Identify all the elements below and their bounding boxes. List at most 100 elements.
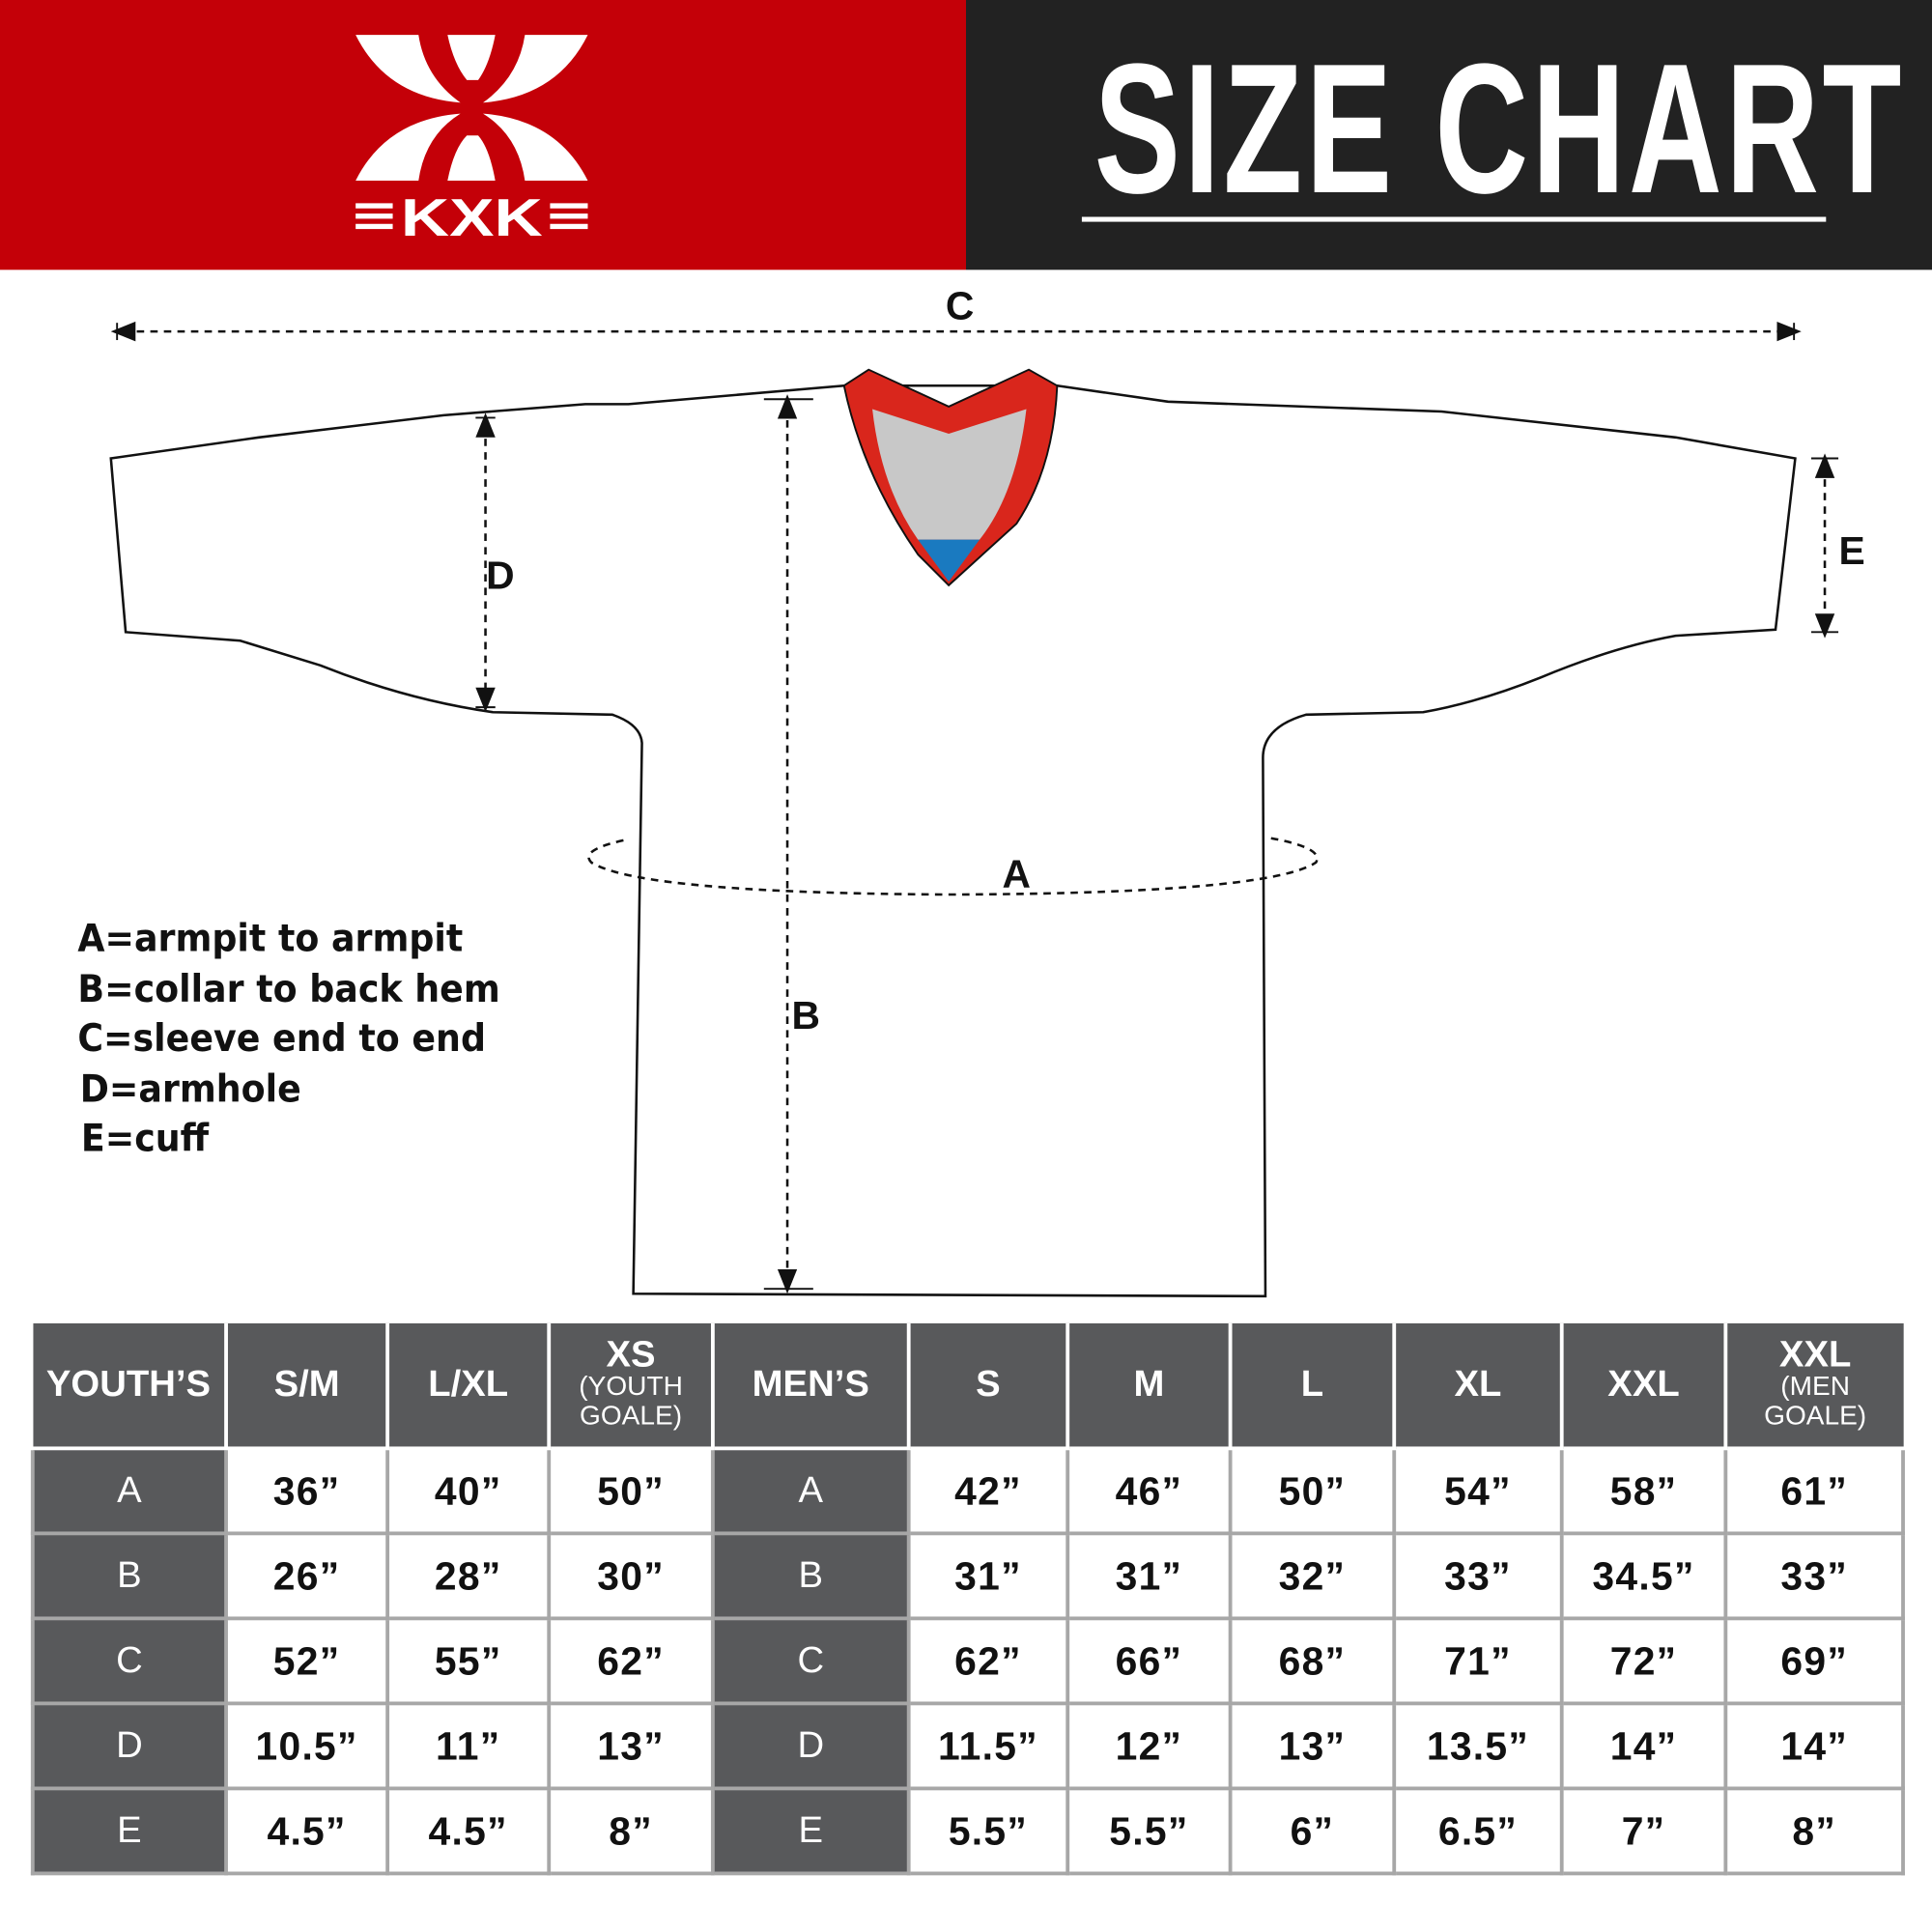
measurement-cell: 28” [385, 1531, 552, 1621]
measurement-cell: 66” [1065, 1616, 1233, 1706]
measurement-cell: 58” [1559, 1446, 1728, 1536]
measurement-cell: 34.5” [1559, 1531, 1728, 1621]
measurement-cell: 8” [1723, 1786, 1905, 1876]
measurement-cell: 55” [385, 1616, 552, 1706]
legend-item: B=collar to back hem [77, 966, 500, 1011]
row-label: A [30, 1446, 228, 1536]
label-a: A [1003, 851, 1031, 895]
row-label: C [710, 1616, 911, 1706]
legend-item: E=cuff [80, 1116, 210, 1161]
size-note: (YOUTH GOALE) [579, 1370, 683, 1431]
table-row: C 52” 55” 62” C 62” 66” 68” 71” 72” 69” [30, 1616, 1905, 1706]
logo-shape [447, 135, 496, 182]
measurement-cell: 14” [1559, 1701, 1728, 1791]
size-label: XS [606, 1334, 656, 1376]
measurement-cell: 7” [1559, 1786, 1728, 1876]
table-row: B 26” 28” 30” B 31” 31” 32” 33” 34.5” 33” [30, 1531, 1905, 1621]
measurement-cell: 10.5” [224, 1701, 390, 1791]
mens-header: MEN’S [712, 1322, 911, 1451]
label-c: C [946, 283, 974, 327]
row-label: D [710, 1701, 911, 1791]
label-b: B [791, 993, 819, 1037]
measurement-cell: 31” [1065, 1531, 1233, 1621]
measurement-cell: 30” [547, 1531, 715, 1621]
measurement-cell: 31” [906, 1531, 1070, 1621]
size-table: YOUTH’S S/M L/XL XS (YOUTH GOALE) MEN’S S… [30, 1322, 1905, 1876]
measurement-cell: 42” [906, 1446, 1070, 1536]
measurement-cell: 46” [1065, 1446, 1233, 1536]
legend-item: C=sleeve end to end [77, 1016, 486, 1062]
measurement-cell: 4.5” [224, 1786, 390, 1876]
measurement-cell: 71” [1392, 1616, 1564, 1706]
measurement-cell: 40” [385, 1446, 552, 1536]
size-header: XL [1394, 1322, 1564, 1451]
size-header: M [1067, 1322, 1233, 1451]
measurement-cell: 62” [906, 1616, 1070, 1706]
measurement-cell: 8” [547, 1786, 715, 1876]
row-label: D [30, 1701, 228, 1791]
measurement-cell: 72” [1559, 1616, 1728, 1706]
table-row: D 10.5” 11” 13” D 11.5” 12” 13” 13.5” 14” 14” [30, 1701, 1905, 1791]
row-label: E [30, 1786, 228, 1876]
size-header: L/XL [387, 1322, 552, 1451]
row-label: C [30, 1616, 228, 1706]
size-note: (MEN GOALE) [1764, 1370, 1867, 1431]
logo-shape [355, 113, 461, 182]
label-e: E [1838, 528, 1864, 573]
measurement-cell: 61” [1723, 1446, 1905, 1536]
measurement-legend: A=armpit to armpit B=collar to back hem … [77, 914, 499, 1163]
measurement-cell: 54” [1392, 1446, 1564, 1536]
logo-shape [482, 113, 588, 182]
table-row: E 4.5” 4.5” 8” E 5.5” 5.5” 6” 6.5” 7” 8” [30, 1786, 1905, 1876]
measurement-cell: 26” [224, 1531, 390, 1621]
measurement-cell: 6” [1228, 1786, 1397, 1876]
measurement-cell: 13” [547, 1701, 715, 1791]
size-header: L [1230, 1322, 1397, 1451]
row-label: E [710, 1786, 911, 1876]
measurement-cell: 69” [1723, 1616, 1905, 1706]
table-header-row: YOUTH’S S/M L/XL XS (YOUTH GOALE) MEN’S S… [32, 1322, 1904, 1451]
measurement-cell: 13.5” [1392, 1701, 1564, 1791]
measurement-cell: 12” [1065, 1701, 1233, 1791]
table-row: A 36” 40” 50” A 42” 46” 50” 54” 58” 61” [30, 1446, 1905, 1536]
measurement-cell: 32” [1228, 1531, 1397, 1621]
row-label: B [710, 1531, 911, 1621]
measurement-cell: 50” [1228, 1446, 1397, 1536]
jersey-outline [109, 384, 1797, 1298]
legend-item: A=armpit to armpit [77, 916, 464, 961]
size-header: XXL [1561, 1322, 1728, 1451]
measurement-cell: 50” [547, 1446, 715, 1536]
measurement-cell: 52” [224, 1616, 390, 1706]
measurement-cell: 5.5” [1065, 1786, 1233, 1876]
measurement-cell: 36” [224, 1446, 390, 1536]
measurement-cell: 13” [1228, 1701, 1397, 1791]
measurement-cell: 62” [547, 1616, 715, 1706]
size-header: XXL (MEN GOALE) [1725, 1322, 1904, 1451]
title-banner [965, 0, 1932, 270]
measurement-cell: 33” [1723, 1531, 1905, 1621]
collar-inner [872, 409, 1027, 540]
measurement-cell: 33” [1392, 1531, 1564, 1621]
logo-text: KXK [401, 187, 543, 247]
legend-item: D=armhole [79, 1065, 301, 1111]
dimension-a-line [587, 837, 1319, 896]
logo-shape [447, 35, 496, 80]
measurement-cell: 5.5” [906, 1786, 1070, 1876]
measurement-cell: 14” [1723, 1701, 1905, 1791]
size-header: S [908, 1322, 1070, 1451]
size-header: XS (YOUTH GOALE) [549, 1322, 715, 1451]
row-label: A [710, 1446, 911, 1536]
measurement-cell: 11.5” [906, 1701, 1070, 1791]
measurement-cell: 4.5” [385, 1786, 552, 1876]
collar-tip [918, 539, 980, 582]
kxk-logo: KXK [355, 35, 588, 247]
measurement-cell: 6.5” [1392, 1786, 1564, 1876]
title-underline [1081, 216, 1827, 222]
size-label: XXL [1778, 1334, 1852, 1376]
row-label: B [30, 1531, 228, 1621]
logo-shape [482, 35, 588, 103]
youth-header: YOUTH’S [32, 1322, 228, 1451]
jersey-diagram: C D B E A [109, 283, 1865, 1298]
label-d: D [486, 554, 514, 598]
